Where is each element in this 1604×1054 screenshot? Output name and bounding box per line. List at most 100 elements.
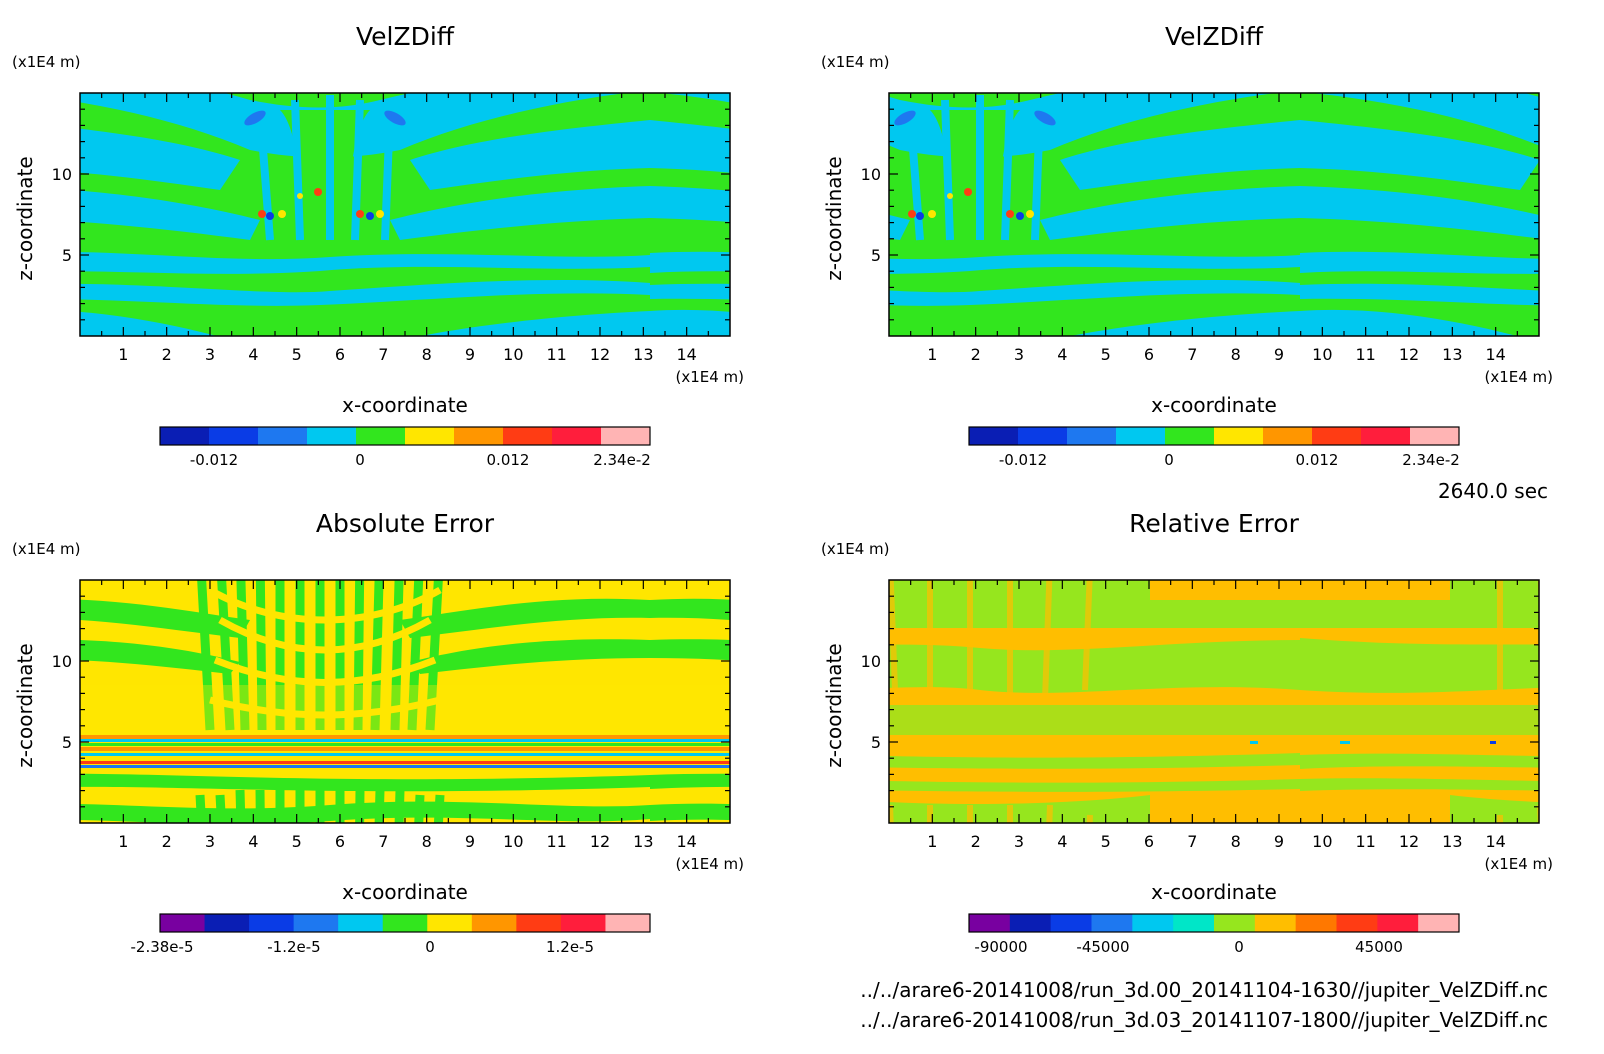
colorbar-swatch: [160, 427, 210, 445]
x-tick-label: 4: [1057, 832, 1067, 851]
chart-title: Absolute Error: [316, 509, 495, 538]
colorbar-swatch: [1165, 427, 1215, 445]
x-tick-label: 1: [927, 345, 937, 364]
chart-title: VelZDiff: [356, 22, 455, 51]
x-unit-label: (x1E4 m): [1484, 368, 1553, 386]
x-tick-label: 2: [162, 345, 172, 364]
colorbar-swatch: [969, 914, 1011, 932]
y-tick-label: 10: [861, 165, 881, 184]
colorbar-tick-label: 0: [1164, 451, 1174, 469]
x-axis-label: x-coordinate: [342, 880, 468, 904]
colorbar-swatch: [1418, 914, 1460, 932]
x-tick-label: 5: [1101, 832, 1111, 851]
colorbar-swatch: [405, 427, 455, 445]
chart-panel-1: VelZDiff(x1E4 m)1 2 3 4 5 6 7 8 9 10 11 12 13 14510(x…: [12, 22, 744, 469]
colorbar-tick-label: -2.38e-5: [131, 938, 194, 956]
x-tick-label: 11: [546, 345, 566, 364]
time-label: 2640.0 sec: [1438, 479, 1548, 503]
colorbar-swatch: [552, 427, 602, 445]
colorbar-swatch: [1009, 914, 1052, 932]
x-tick-label: 3: [1014, 345, 1024, 364]
chart-panel-4: Relative Error(x1E4 m)1 2 3 4 5 6 7 8 9 10 11 12 13 1…: [821, 509, 1553, 956]
x-tick-label: 3: [205, 832, 215, 851]
x-tick-label: 1: [927, 832, 937, 851]
x-tick-label: 8: [1231, 832, 1241, 851]
x-tick-label: 3: [1014, 832, 1024, 851]
colorbar-frame: [159, 426, 651, 446]
y-tick-label: 10: [861, 652, 881, 671]
colorbar-swatch: [560, 914, 606, 932]
y-tick-label: 5: [62, 246, 72, 265]
x-tick-label: 14: [676, 345, 696, 364]
x-tick-label: 13: [1442, 832, 1462, 851]
x-tick-label: 13: [633, 345, 653, 364]
x-tick-label: 6: [335, 832, 345, 851]
y-tick-label: 10: [52, 652, 72, 671]
colorbar-tick-label: -90000: [974, 938, 1027, 956]
x-tick-label: 11: [546, 832, 566, 851]
y-axis-label: z-coordinate: [13, 156, 37, 280]
colorbar-tick-label: 0.012: [1296, 451, 1339, 469]
x-tick-label: 14: [676, 832, 696, 851]
x-tick-label: 1: [118, 832, 128, 851]
colorbar-swatch: [1377, 914, 1419, 932]
colorbar-tick-label: 0: [1234, 938, 1244, 956]
x-tick-label: 4: [248, 345, 258, 364]
colorbar-frame: [968, 913, 1460, 933]
x-tick-label: 8: [422, 345, 432, 364]
x-tick-label: 7: [1187, 345, 1197, 364]
colorbar-tick-label: -0.012: [190, 451, 238, 469]
x-tick-label: 5: [292, 345, 302, 364]
x-axis-label: x-coordinate: [342, 393, 468, 417]
x-tick-label: 2: [971, 832, 981, 851]
colorbar-frame: [968, 426, 1460, 446]
colorbar-swatch: [1410, 427, 1460, 445]
x-tick-label: 12: [590, 345, 610, 364]
x-unit-label: (x1E4 m): [675, 855, 744, 873]
colorbar-swatch: [1173, 914, 1215, 932]
y-axis-label: z-coordinate: [822, 156, 846, 280]
x-unit-label: (x1E4 m): [1484, 855, 1553, 873]
colorbar: -0.012 0 0.012 2.34e-2: [968, 426, 1460, 469]
x-tick-label: 10: [1312, 832, 1332, 851]
x-tick-label: 13: [633, 832, 653, 851]
colorbar-swatch: [605, 914, 651, 932]
colorbar-frame: [159, 913, 651, 933]
x-tick-label: 10: [503, 345, 523, 364]
colorbar-swatch: [471, 914, 517, 932]
x-tick-label: 10: [503, 832, 523, 851]
colorbar-swatch: [1018, 427, 1068, 445]
y-axis-label: z-coordinate: [822, 643, 846, 767]
x-tick-label: 12: [1399, 832, 1419, 851]
colorbar-swatch: [1361, 427, 1411, 445]
file-path-line: ../../arare6-20141008/run_3d.03_20141107…: [860, 1008, 1548, 1032]
colorbar-swatch: [338, 914, 384, 932]
chart-title: VelZDiff: [1165, 22, 1264, 51]
x-tick-label: 14: [1485, 345, 1505, 364]
colorbar-swatch: [1214, 427, 1264, 445]
x-tick-label: 7: [378, 832, 388, 851]
y-unit-label: (x1E4 m): [821, 540, 890, 558]
x-tick-label: 5: [292, 832, 302, 851]
colorbar-swatch: [1336, 914, 1378, 932]
y-tick-label: 5: [871, 246, 881, 265]
colorbar-swatch: [503, 427, 553, 445]
colorbar-swatch: [427, 914, 473, 932]
colorbar-swatch: [293, 914, 339, 932]
chart-panel-3: Absolute Error(x1E4 m)1 2 3 4 5 6 7 8 9 10 11 12 13 1…: [12, 509, 744, 956]
colorbar-swatch: [382, 914, 428, 932]
x-tick-label: 5: [1101, 345, 1111, 364]
x-tick-label: 7: [1187, 832, 1197, 851]
colorbar-tick-label: 0.012: [487, 451, 530, 469]
chart-panel-2: VelZDiff(x1E4 m)1 2 3 4 5 6 7 8 9 10 11 12 13 14510(x…: [821, 22, 1553, 469]
colorbar-tick-label: 2.34e-2: [1402, 451, 1460, 469]
x-tick-label: 8: [422, 832, 432, 851]
x-tick-label: 10: [1312, 345, 1332, 364]
x-tick-label: 9: [1274, 345, 1284, 364]
colorbar-swatch: [307, 427, 357, 445]
colorbar-swatch: [1254, 914, 1297, 932]
x-tick-label: 9: [465, 345, 475, 364]
colorbar-swatch: [454, 427, 504, 445]
colorbar-tick-label: 45000: [1355, 938, 1403, 956]
x-tick-label: 14: [1485, 832, 1505, 851]
